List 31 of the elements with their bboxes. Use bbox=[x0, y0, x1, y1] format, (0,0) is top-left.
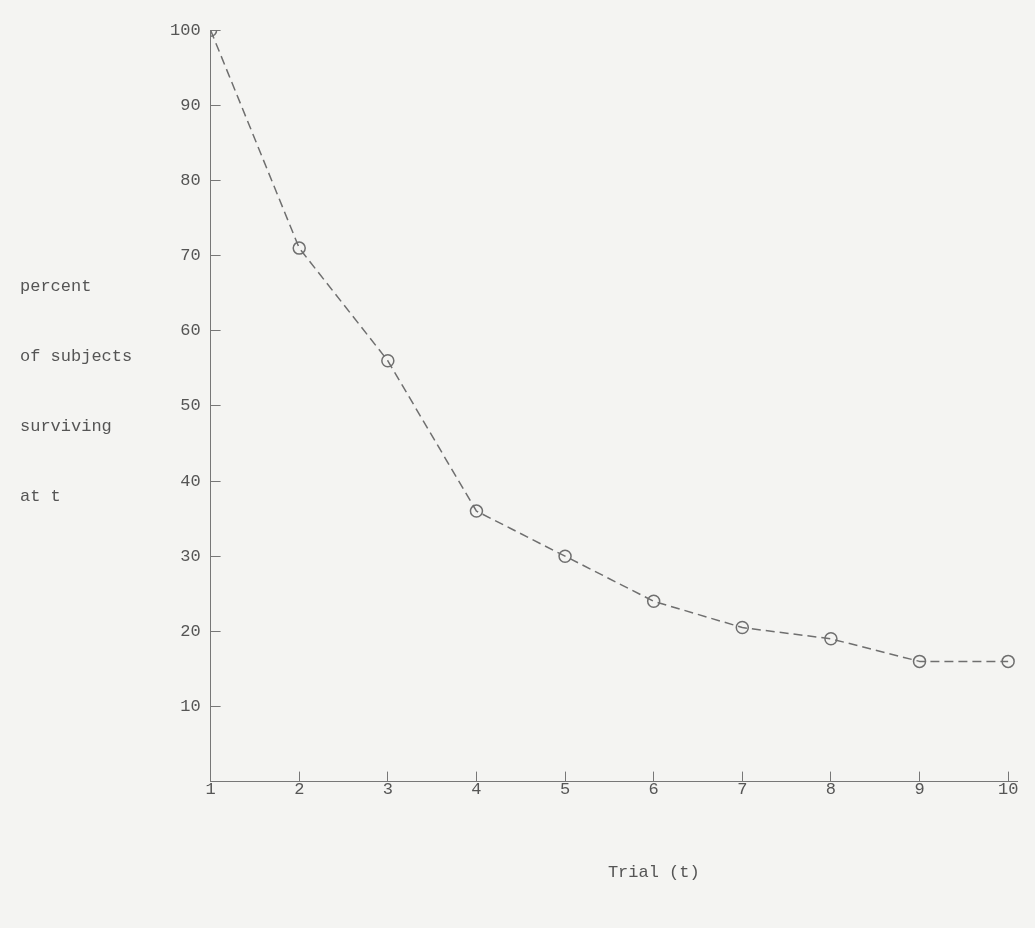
y-tick-label: 50 bbox=[180, 396, 201, 416]
x-tick-label: 8 bbox=[825, 780, 837, 800]
y-tick-label: 70 bbox=[180, 246, 201, 266]
point bbox=[381, 354, 395, 368]
y-tick-label: 100 bbox=[170, 20, 201, 40]
y-tick-label: 10 bbox=[180, 696, 201, 716]
point bbox=[735, 620, 750, 635]
point bbox=[912, 654, 927, 669]
x-axis-title: Trial (t) bbox=[607, 862, 700, 882]
point bbox=[469, 504, 484, 518]
x-tick-label: 7 bbox=[737, 780, 748, 800]
point bbox=[1001, 654, 1015, 669]
x-tick-label: 1 bbox=[205, 780, 216, 800]
x-tick-label: 2 bbox=[294, 780, 305, 800]
point bbox=[824, 632, 838, 646]
x-tick-label: 9 bbox=[914, 780, 925, 800]
x-tick-label: 5 bbox=[559, 780, 571, 800]
y-tick-label: 80 bbox=[180, 170, 201, 190]
y-tick-label: 40 bbox=[180, 471, 201, 491]
point bbox=[292, 241, 306, 255]
x-tick-label: 6 bbox=[648, 780, 659, 800]
y-tick-label: 20 bbox=[180, 621, 201, 641]
point bbox=[646, 594, 661, 609]
x-tick-label: 10 bbox=[997, 780, 1019, 800]
x-tick-label: 4 bbox=[471, 780, 482, 800]
point bbox=[558, 549, 572, 563]
y-tick-label: 90 bbox=[180, 95, 201, 115]
x-tick-label: 3 bbox=[382, 780, 393, 800]
text: percent of subjects surviving at t bbox=[20, 276, 133, 506]
y-tick-label: 30 bbox=[180, 546, 201, 566]
y-tick-label: 60 bbox=[180, 321, 201, 341]
